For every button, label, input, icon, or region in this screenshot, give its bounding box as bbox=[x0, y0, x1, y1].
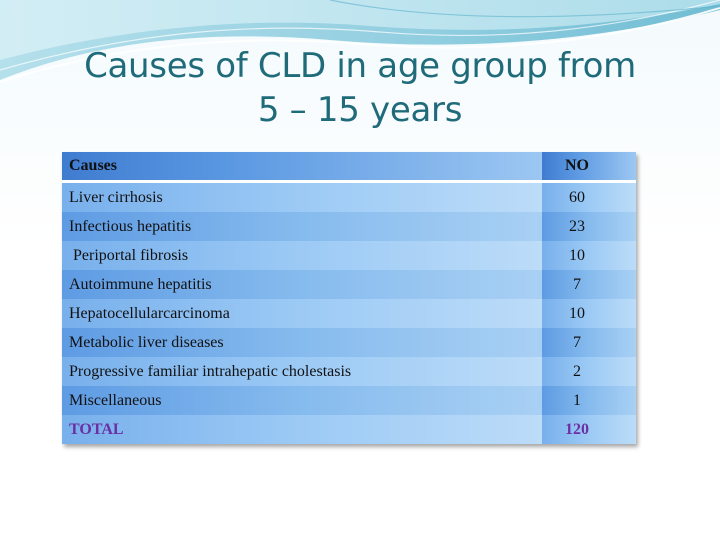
title-line-1: Causes of CLD in age group from bbox=[84, 46, 636, 86]
header-causes: Causes bbox=[62, 152, 542, 183]
number-cell: 7 bbox=[542, 270, 636, 299]
cause-cell: Infectious hepatitis bbox=[62, 212, 542, 241]
number-cell: 7 bbox=[542, 328, 636, 357]
table-row: Hepatocellularcarcinoma 10 bbox=[62, 299, 636, 328]
cause-cell: Periportal fibrosis bbox=[62, 241, 542, 270]
table-row: Autoimmune hepatitis 7 bbox=[62, 270, 636, 299]
cause-cell: Hepatocellularcarcinoma bbox=[62, 299, 542, 328]
number-cell: 2 bbox=[542, 357, 636, 386]
table-row: Liver cirrhosis 60 bbox=[62, 181, 636, 212]
table-row: Metabolic liver diseases 7 bbox=[62, 328, 636, 357]
cause-cell: Autoimmune hepatitis bbox=[62, 270, 542, 299]
table-row: Miscellaneous 1 bbox=[62, 386, 636, 415]
cause-cell: Progressive familiar intrahepatic choles… bbox=[62, 357, 542, 386]
causes-table-container: Causes NO Liver cirrhosis 60 Infectious … bbox=[62, 152, 636, 444]
number-cell: 23 bbox=[542, 212, 636, 241]
table-total-row: TOTAL 120 bbox=[62, 415, 636, 444]
table-row: Progressive familiar intrahepatic choles… bbox=[62, 357, 636, 386]
number-cell: 10 bbox=[542, 241, 636, 270]
total-label: TOTAL bbox=[62, 415, 542, 444]
slide-title: Causes of CLD in age group from 5 – 15 y… bbox=[0, 44, 720, 132]
header-number: NO bbox=[542, 152, 636, 183]
total-number: 120 bbox=[542, 415, 636, 444]
number-cell: 60 bbox=[542, 181, 636, 212]
decorative-wave bbox=[0, 0, 720, 83]
table-row: Periportal fibrosis 10 bbox=[62, 241, 636, 270]
number-cell: 10 bbox=[542, 299, 636, 328]
cause-cell: Miscellaneous bbox=[62, 386, 542, 415]
title-line-2: 5 – 15 years bbox=[257, 90, 463, 130]
cause-cell: Metabolic liver diseases bbox=[62, 328, 542, 357]
table-header-row: Causes NO bbox=[62, 152, 636, 183]
cause-cell: Liver cirrhosis bbox=[62, 181, 542, 212]
causes-table: Causes NO Liver cirrhosis 60 Infectious … bbox=[62, 152, 636, 444]
table-row: Infectious hepatitis 23 bbox=[62, 212, 636, 241]
number-cell: 1 bbox=[542, 386, 636, 415]
